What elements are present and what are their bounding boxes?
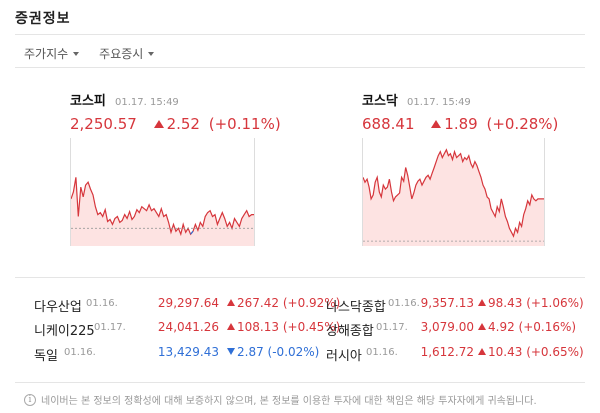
market-date: 01.16. bbox=[86, 298, 118, 309]
disclaimer: i 네이버는 본 정보의 정확성에 대해 보증하지 않으며, 본 정보를 이용한… bbox=[24, 392, 537, 407]
market-percent: (+0.16%) bbox=[518, 320, 577, 334]
chart-below-segment bbox=[190, 230, 194, 235]
index-kosdaq[interactable]: 코스닥 01.17. 15:49 688.41 1.89 (+0.28%) bbox=[362, 90, 558, 133]
market-change: 10.43 bbox=[488, 345, 523, 359]
up-arrow-icon bbox=[478, 299, 486, 306]
market-percent: (+0.45%) bbox=[282, 320, 341, 334]
divider bbox=[15, 67, 585, 68]
up-arrow-icon bbox=[478, 323, 486, 330]
market-row-russia[interactable]: 러시아 01.16. 1,612.72 10.43 (+0.65%) bbox=[326, 345, 586, 364]
market-name: 러시아 bbox=[326, 349, 362, 364]
market-row-germany[interactable]: 독일 01.16. 13,429.43 2.87 (-0.02%) bbox=[34, 345, 320, 364]
kosdaq-chart-svg bbox=[363, 148, 544, 246]
chart-area bbox=[363, 149, 544, 246]
market-date: 01.17. bbox=[376, 322, 408, 333]
market-price: 13,429.43 bbox=[157, 345, 219, 359]
market-percent: (+0.65%) bbox=[526, 345, 584, 359]
up-arrow-icon bbox=[478, 348, 486, 355]
kosdaq-chart[interactable] bbox=[362, 138, 545, 246]
index-value: 2,250.57 bbox=[70, 115, 137, 133]
index-time: 01.17. 15:49 bbox=[406, 97, 471, 108]
index-kospi[interactable]: 코스피 01.17. 15:49 2,250.57 2.52 (+0.11%) bbox=[70, 90, 281, 133]
index-percent: (+0.28%) bbox=[486, 115, 559, 133]
market-percent: (+0.92%) bbox=[282, 296, 341, 310]
up-arrow-icon bbox=[227, 323, 235, 330]
tab-label: 주요증시 bbox=[99, 47, 144, 61]
market-name: 니케이225 bbox=[34, 324, 95, 339]
market-percent: (-0.02%) bbox=[267, 345, 320, 359]
caret-down-icon bbox=[148, 51, 155, 56]
index-change: 1.89 bbox=[444, 115, 478, 133]
market-percent: (+1.06%) bbox=[526, 296, 584, 310]
tab-stock-index[interactable]: 주가지수 bbox=[24, 45, 80, 62]
market-price: 29,297.64 bbox=[157, 296, 219, 310]
index-name: 코스닥 bbox=[362, 94, 398, 109]
market-price: 9,357.13 bbox=[420, 296, 474, 310]
market-row-dow[interactable]: 다우산업 01.16. 29,297.64 267.42 (+0.92%) bbox=[34, 296, 340, 315]
index-name: 코스피 bbox=[70, 94, 106, 109]
chart-area bbox=[71, 177, 254, 246]
market-change: 2.87 bbox=[237, 345, 264, 359]
tab-bar: 주가지수 주요증시 bbox=[24, 45, 155, 62]
chart-line bbox=[71, 177, 254, 237]
market-change: 267.42 bbox=[237, 296, 279, 310]
market-name: 독일 bbox=[34, 349, 58, 364]
info-icon: i bbox=[24, 393, 36, 406]
page-title: 증권정보 bbox=[15, 11, 71, 27]
market-name: 나스닥종합 bbox=[326, 300, 386, 315]
tab-major-markets[interactable]: 주요증시 bbox=[99, 45, 155, 62]
market-date: 01.17. bbox=[94, 322, 126, 333]
market-price: 24,041.26 bbox=[157, 320, 219, 334]
down-arrow-icon bbox=[227, 348, 235, 355]
market-change: 108.13 bbox=[237, 320, 279, 334]
up-arrow-icon bbox=[431, 120, 442, 128]
index-percent: (+0.11%) bbox=[208, 115, 281, 133]
market-date: 01.16. bbox=[64, 347, 96, 358]
kospi-chart-svg bbox=[71, 177, 254, 246]
divider bbox=[15, 34, 585, 35]
index-value: 688.41 bbox=[362, 115, 415, 133]
chart-line bbox=[363, 148, 544, 238]
divider bbox=[15, 277, 585, 278]
market-price: 3,079.00 bbox=[420, 320, 474, 334]
market-row-nasdaq[interactable]: 나스닥종합 01.16. 9,357.13 98.43 (+1.06%) bbox=[326, 296, 586, 315]
market-date: 01.16. bbox=[388, 298, 420, 309]
caret-down-icon bbox=[73, 51, 80, 56]
market-change: 98.43 bbox=[488, 296, 523, 310]
market-row-nikkei[interactable]: 니케이225 01.17. 24,041.26 108.13 (+0.45%) bbox=[34, 320, 340, 339]
index-time: 01.17. 15:49 bbox=[114, 97, 179, 108]
up-arrow-icon bbox=[227, 299, 235, 306]
market-date: 01.16. bbox=[366, 347, 398, 358]
disclaimer-text: 네이버는 본 정보의 정확성에 대해 보증하지 않으며, 본 정보를 이용한 투… bbox=[41, 396, 537, 407]
tab-label: 주가지수 bbox=[24, 47, 69, 61]
index-change: 2.52 bbox=[166, 115, 200, 133]
divider bbox=[15, 382, 585, 383]
market-row-shanghai[interactable]: 상해종합 01.17. 3,079.00 4.92 (+0.16%) bbox=[326, 320, 586, 339]
market-name: 다우산업 bbox=[34, 300, 82, 315]
market-change: 4.92 bbox=[488, 320, 515, 334]
kospi-chart[interactable] bbox=[70, 138, 255, 246]
market-name: 상해종합 bbox=[326, 324, 374, 339]
market-price: 1,612.72 bbox=[420, 345, 474, 359]
up-arrow-icon bbox=[153, 120, 164, 128]
